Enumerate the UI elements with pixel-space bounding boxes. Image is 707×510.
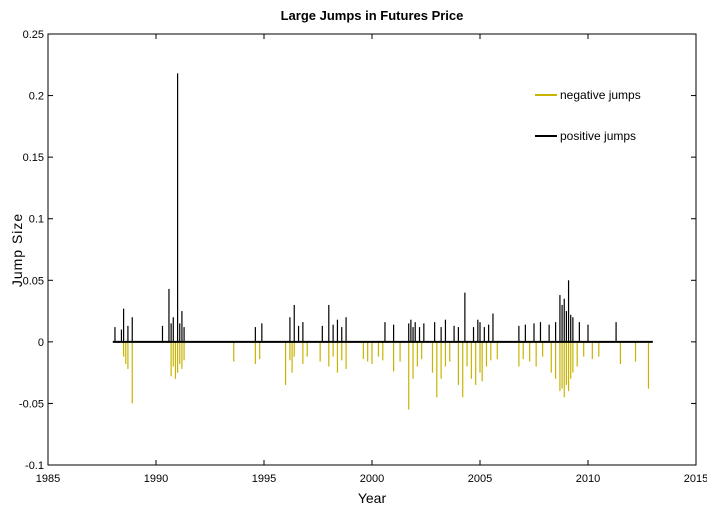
y-tick-label: 0 <box>38 337 44 349</box>
jump-bars <box>114 73 650 410</box>
y-axis-label: Jump Size <box>9 213 25 287</box>
x-tick-label: 2000 <box>360 473 384 485</box>
x-tick-label: 2010 <box>576 473 600 485</box>
x-axis: 1985 1990 1995 2000 2005 2010 2015 <box>36 34 707 485</box>
y-tick-label: 0.05 <box>23 275 44 287</box>
x-tick-label: 2005 <box>468 473 492 485</box>
legend: negative jumps positive jumps <box>535 88 641 143</box>
x-tick-label: 1985 <box>36 473 60 485</box>
x-tick-label: 1990 <box>144 473 168 485</box>
chart-title: Large Jumps in Futures Price <box>281 8 464 23</box>
y-tick-label: 0.15 <box>23 152 44 164</box>
x-tick-label: 2015 <box>684 473 707 485</box>
y-tick-label: -0.1 <box>25 460 44 472</box>
x-tick-label: 1995 <box>252 473 276 485</box>
y-tick-label: -0.05 <box>19 398 44 410</box>
y-axis: -0.1 -0.05 0 0.05 0.1 0.15 0.2 0.25 <box>19 29 696 472</box>
y-tick-label: 0.1 <box>29 214 44 226</box>
y-tick-label: 0.25 <box>23 29 44 41</box>
legend-label-negative: negative jumps <box>560 88 641 102</box>
legend-label-positive: positive jumps <box>560 129 636 143</box>
x-axis-label: Year <box>358 490 387 506</box>
y-tick-label: 0.2 <box>29 91 44 103</box>
